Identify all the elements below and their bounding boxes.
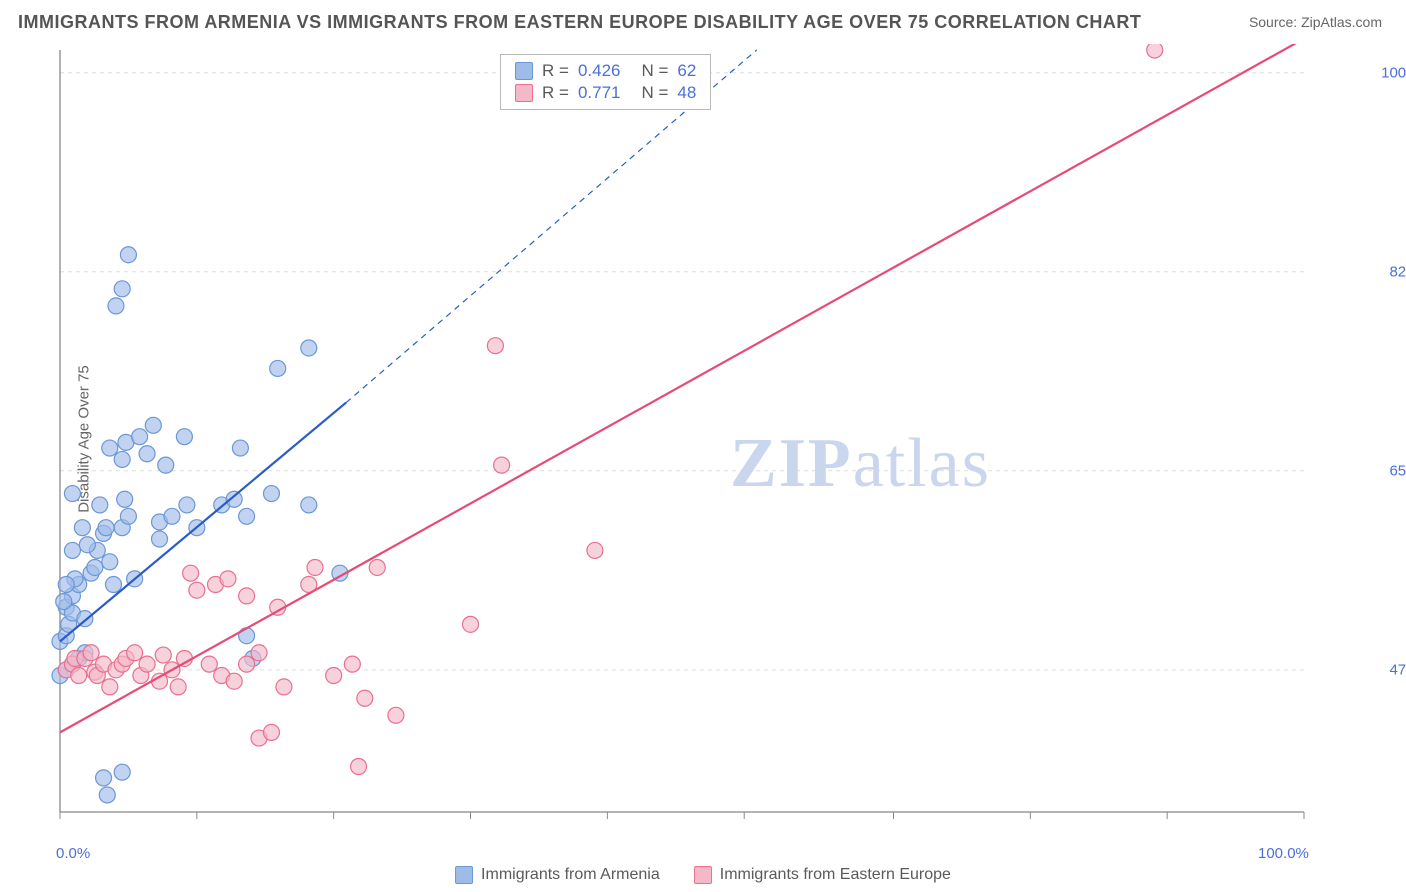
source-attribution: Source: ZipAtlas.com <box>1249 14 1382 30</box>
source-value: ZipAtlas.com <box>1301 14 1382 30</box>
stats-r-value: 0.771 <box>578 83 621 103</box>
stats-n-value: 48 <box>677 83 696 103</box>
x-tick-label: 100.0% <box>1258 845 1309 862</box>
source-label: Source: <box>1249 14 1301 30</box>
legend-label: Immigrants from Armenia <box>481 866 660 884</box>
stats-r-label: R = <box>542 83 569 103</box>
legend-swatch <box>455 866 473 884</box>
stats-r-label: R = <box>542 61 569 81</box>
x-tick-label: 0.0% <box>56 845 90 862</box>
y-tick-label: 100.0% <box>1381 64 1406 81</box>
stats-n-label: N = <box>641 83 668 103</box>
stats-r-value: 0.426 <box>578 61 621 81</box>
stats-n-label: N = <box>641 61 668 81</box>
scatter-plot-svg <box>50 44 1370 834</box>
chart-area: Disability Age Over 75 ZIPatlas R = 0.42… <box>50 44 1370 834</box>
y-tick-label: 65.0% <box>1389 462 1406 479</box>
chart-title: IMMIGRANTS FROM ARMENIA VS IMMIGRANTS FR… <box>18 12 1141 33</box>
legend-swatch <box>694 866 712 884</box>
legend-label: Immigrants from Eastern Europe <box>720 866 951 884</box>
stats-swatch <box>515 62 533 80</box>
stats-row: R = 0.771 N = 48 <box>515 82 696 104</box>
y-tick-label: 82.5% <box>1389 263 1406 280</box>
stats-n-value: 62 <box>677 61 696 81</box>
bottom-legend: Immigrants from Armenia Immigrants from E… <box>455 866 951 884</box>
y-tick-label: 47.5% <box>1389 661 1406 678</box>
correlation-stats-box: R = 0.426 N = 62 R = 0.771 N = 48 <box>500 54 711 110</box>
legend-item: Immigrants from Eastern Europe <box>694 866 951 884</box>
stats-row: R = 0.426 N = 62 <box>515 60 696 82</box>
stats-swatch <box>515 84 533 102</box>
legend-item: Immigrants from Armenia <box>455 866 660 884</box>
